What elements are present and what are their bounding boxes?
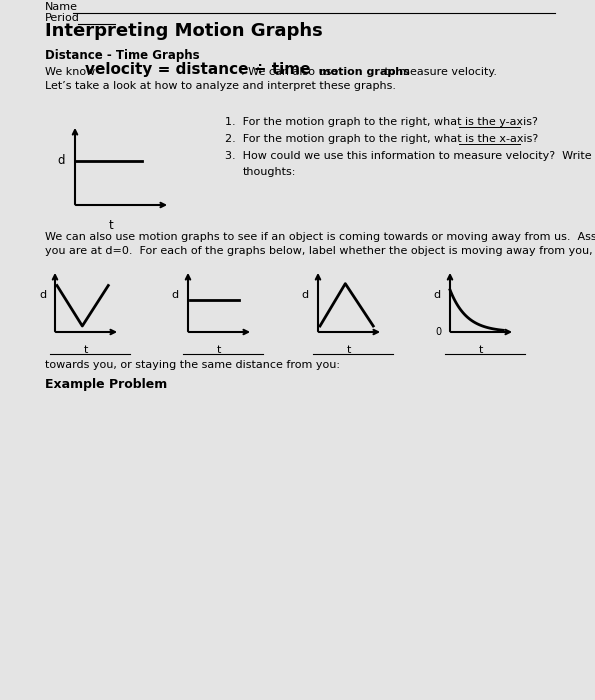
Text: . We can also use: . We can also use xyxy=(241,67,342,77)
Text: d: d xyxy=(302,290,309,300)
Text: to measure velocity.: to measure velocity. xyxy=(381,67,497,77)
Text: t: t xyxy=(109,219,114,232)
Text: d: d xyxy=(58,155,65,167)
Text: Distance - Time Graphs: Distance - Time Graphs xyxy=(45,49,200,62)
Text: 0: 0 xyxy=(436,327,442,337)
Text: towards you, or staying the same distance from you:: towards you, or staying the same distanc… xyxy=(45,360,340,370)
Text: t: t xyxy=(217,345,221,355)
Text: d: d xyxy=(39,290,46,300)
Text: velocity = distance ÷ time: velocity = distance ÷ time xyxy=(85,62,311,77)
Text: t: t xyxy=(479,345,483,355)
Text: thoughts:: thoughts: xyxy=(243,167,296,177)
Text: We can also use motion graphs to see if an object is coming towards or moving aw: We can also use motion graphs to see if … xyxy=(45,232,595,242)
Text: d: d xyxy=(172,290,179,300)
Text: t: t xyxy=(84,345,89,355)
Text: 3.  How could we use this information to measure velocity?  Write your: 3. How could we use this information to … xyxy=(225,151,595,161)
Text: Let’s take a look at how to analyze and interpret these graphs.: Let’s take a look at how to analyze and … xyxy=(45,81,396,91)
Text: d: d xyxy=(434,290,441,300)
Text: We know: We know xyxy=(45,67,99,77)
Text: 2.  For the motion graph to the right, what is the x-axis?: 2. For the motion graph to the right, wh… xyxy=(225,134,538,144)
Text: motion graphs: motion graphs xyxy=(319,67,410,77)
Text: Period: Period xyxy=(45,13,80,23)
Text: Interpreting Motion Graphs: Interpreting Motion Graphs xyxy=(45,22,322,40)
Text: 1.  For the motion graph to the right, what is the y-axis?: 1. For the motion graph to the right, wh… xyxy=(225,117,538,127)
Text: Name: Name xyxy=(45,2,78,12)
Text: Example Problem: Example Problem xyxy=(45,378,167,391)
Text: you are at d=0.  For each of the graphs below, label whether the object is movin: you are at d=0. For each of the graphs b… xyxy=(45,246,593,256)
Text: t: t xyxy=(347,345,352,355)
